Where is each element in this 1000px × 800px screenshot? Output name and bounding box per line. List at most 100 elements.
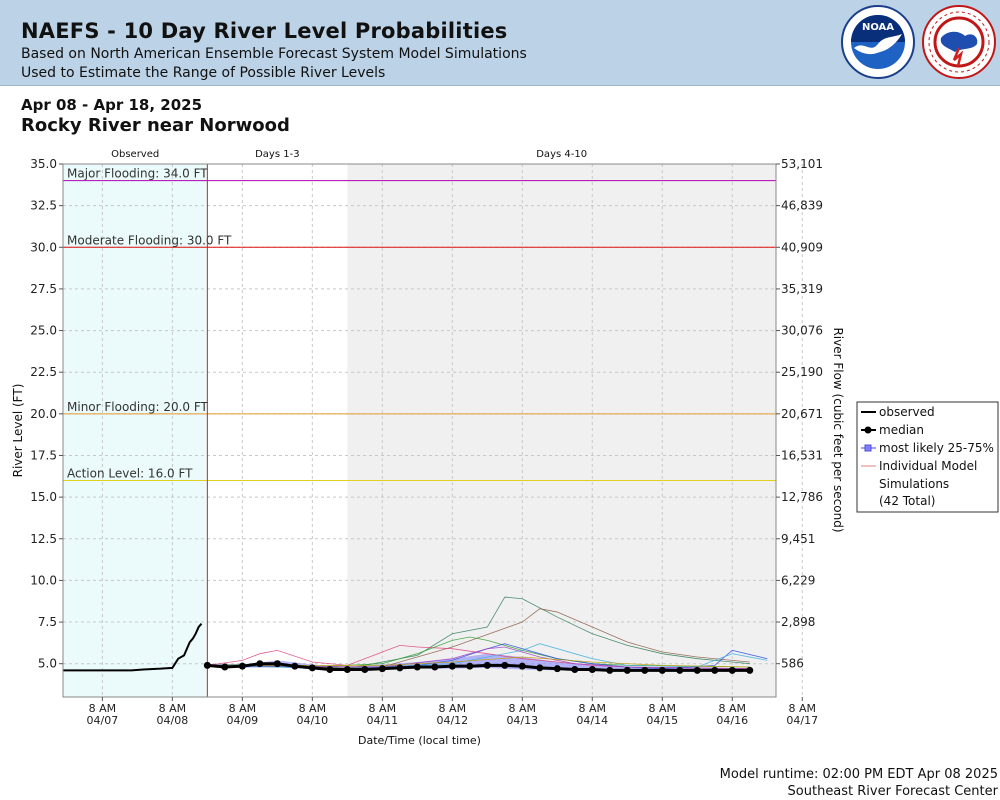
- median-point-28: [693, 666, 701, 674]
- forecast-center: Southeast River Forecast Center: [787, 784, 998, 799]
- median-point-30: [728, 666, 736, 674]
- y2-tick-label-5: 25,190: [781, 365, 823, 379]
- y2-tick-label-0: 53,101: [781, 157, 823, 171]
- nws-logo: [922, 5, 996, 79]
- x-tick-date-0: 04/07: [87, 714, 119, 727]
- x-tick-time-10: 8 AM: [788, 702, 816, 715]
- median-point-9: [361, 666, 369, 674]
- median-point-31: [746, 666, 754, 674]
- y2-tick-label-7: 16,531: [781, 448, 823, 462]
- x-tick-time-9: 8 AM: [718, 702, 746, 715]
- median-point-23: [606, 666, 614, 674]
- median-point-15: [466, 662, 474, 670]
- x-tick-date-3: 04/10: [296, 714, 328, 727]
- x-tick-date-4: 04/11: [366, 714, 398, 727]
- x-tick-time-0: 8 AM: [89, 702, 117, 715]
- header-banner: NAEFS - 10 Day River Level Probabilities…: [0, 0, 1000, 86]
- y-tick-label-7: 17.5: [30, 448, 57, 462]
- x-tick-date-5: 04/12: [436, 714, 468, 727]
- y2-tick-label-3: 35,319: [781, 282, 823, 296]
- y-tick-label-10: 10.0: [30, 573, 57, 587]
- x-tick-date-7: 04/14: [576, 714, 608, 727]
- observed-region: [63, 164, 208, 697]
- days-4-10-region: [347, 164, 776, 697]
- median-point-21: [571, 666, 579, 674]
- y2-tick-label-4: 30,076: [781, 324, 823, 338]
- threshold-label-0: Major Flooding: 34.0 FT: [67, 167, 208, 181]
- section-label-1: Days 1-3: [255, 149, 299, 160]
- simulation-line-7: [207, 656, 750, 668]
- median-point-6: [308, 664, 316, 672]
- y-tick-label-3: 27.5: [30, 282, 57, 296]
- plot-frame: [62, 163, 777, 698]
- y2-tick-label-1: 46,839: [781, 199, 823, 213]
- y2-tick-label-6: 20,671: [781, 407, 823, 421]
- page-subtitle-2: Used to Estimate the Range of Possible R…: [21, 65, 386, 81]
- noaa-logo: NOAA: [841, 5, 915, 79]
- site-name: Rocky River near Norwood: [21, 115, 290, 136]
- section-label-0: Observed: [111, 149, 159, 160]
- x-tick-time-7: 8 AM: [579, 702, 607, 715]
- y-tick-label-6: 20.0: [30, 407, 57, 421]
- legend-swatch-median-dot: [864, 426, 872, 434]
- median-point-7: [326, 666, 334, 674]
- median-point-14: [448, 662, 456, 670]
- y-tick-label-2: 30.0: [30, 240, 57, 254]
- y2-axis-label: River Flow (cubic feet per second): [831, 327, 845, 532]
- x-tick-date-10: 04/17: [786, 714, 818, 727]
- median-point-22: [588, 666, 596, 674]
- legend-label-1: median: [879, 423, 924, 437]
- median-point-18: [518, 662, 526, 670]
- x-tick-date-2: 04/09: [226, 714, 258, 727]
- median-point-29: [711, 666, 719, 674]
- y-tick-label-1: 32.5: [30, 199, 57, 213]
- y2-tick-label-9: 9,451: [781, 532, 815, 546]
- median-point-16: [483, 661, 491, 669]
- x-tick-date-8: 04/15: [646, 714, 678, 727]
- median-point-8: [343, 666, 351, 674]
- x-tick-time-2: 8 AM: [229, 702, 257, 715]
- x-tick-date-6: 04/13: [506, 714, 538, 727]
- legend-label-3: Individual Model: [879, 459, 977, 473]
- x-tick-time-1: 8 AM: [159, 702, 187, 715]
- median-point-5: [291, 662, 299, 670]
- median-point-10: [378, 665, 386, 673]
- page-title: NAEFS - 10 Day River Level Probabilities: [21, 19, 508, 43]
- median-point-0: [203, 661, 211, 669]
- x-tick-time-8: 8 AM: [649, 702, 677, 715]
- median-point-27: [676, 666, 684, 674]
- y-tick-label-12: 5.0: [38, 657, 57, 671]
- x-tick-time-4: 8 AM: [369, 702, 397, 715]
- legend-swatch-band: [864, 444, 872, 452]
- y-tick-label-11: 7.5: [38, 615, 57, 629]
- y-tick-label-4: 25.0: [30, 324, 57, 338]
- median-point-24: [623, 666, 631, 674]
- median-point-13: [431, 663, 439, 671]
- threshold-label-2: Minor Flooding: 20.0 FT: [67, 400, 209, 414]
- median-point-3: [256, 660, 264, 668]
- model-runtime: Model runtime: 02:00 PM EDT Apr 08 2025: [719, 767, 998, 782]
- svg-text:NOAA: NOAA: [862, 22, 894, 33]
- y2-tick-label-8: 12,786: [781, 490, 823, 504]
- x-tick-date-1: 04/08: [157, 714, 189, 727]
- median-point-11: [396, 664, 404, 672]
- y-tick-label-5: 22.5: [30, 365, 57, 379]
- y2-tick-label-12: 586: [781, 657, 804, 671]
- y-tick-label-9: 12.5: [30, 532, 57, 546]
- median-point-26: [658, 666, 666, 674]
- observed-line: [63, 623, 203, 672]
- x-axis-label: Date/Time (local time): [358, 734, 481, 747]
- y2-tick-label-10: 6,229: [781, 573, 815, 587]
- x-tick-date-9: 04/16: [716, 714, 748, 727]
- median-point-17: [501, 661, 509, 669]
- y-tick-label-8: 15.0: [30, 490, 57, 504]
- median-point-19: [536, 664, 544, 672]
- x-tick-time-6: 8 AM: [509, 702, 537, 715]
- median-point-25: [641, 666, 649, 674]
- x-tick-time-5: 8 AM: [439, 702, 467, 715]
- median-point-12: [413, 663, 421, 671]
- x-tick-time-3: 8 AM: [299, 702, 327, 715]
- legend-label-2: most likely 25-75%: [879, 441, 994, 455]
- legend-box: [856, 401, 999, 513]
